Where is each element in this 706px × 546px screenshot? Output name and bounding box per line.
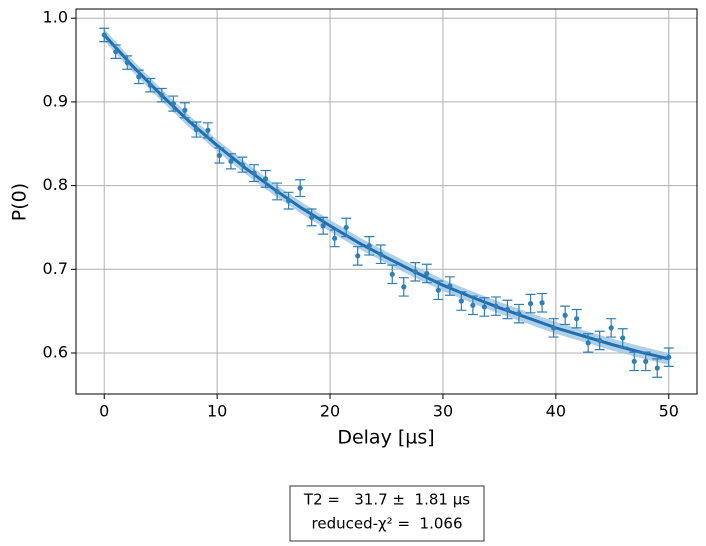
data-point (228, 158, 234, 164)
data-point (216, 152, 222, 159)
data-point (504, 306, 511, 313)
data-point (597, 337, 603, 344)
data-point (193, 126, 199, 133)
data-point (493, 303, 499, 309)
data-point (355, 253, 361, 259)
data-point (574, 316, 580, 322)
data-point (435, 287, 441, 293)
data-point (205, 127, 211, 133)
y-tick-label: 0.7 (43, 259, 68, 278)
data-point (412, 269, 418, 275)
data-point (447, 283, 453, 289)
data-point (101, 32, 107, 38)
data-point (343, 224, 349, 231)
y-tick-label: 1.0 (43, 8, 68, 27)
x-tick-label: 20 (320, 402, 340, 421)
data-point (366, 243, 372, 249)
data-point (297, 185, 303, 191)
data-point (551, 325, 557, 331)
data-point (124, 59, 130, 66)
x-tick-label: 50 (659, 402, 679, 421)
data-point (458, 298, 464, 304)
data-point (286, 198, 292, 204)
x-tick-label: 0 (99, 402, 109, 421)
data-point (539, 300, 545, 306)
data-point (631, 358, 637, 364)
data-point (182, 107, 188, 113)
data-point (527, 301, 534, 307)
data-point (147, 82, 153, 88)
data-point (389, 271, 395, 277)
plot-frame (75, 8, 698, 395)
annotation: T2 = 31.7 ± 1.81 µs (303, 491, 470, 509)
data-point (378, 251, 384, 257)
data-point (643, 358, 649, 364)
annotation: reduced-χ² = 1.066 (312, 515, 463, 533)
data-point (274, 188, 280, 195)
data-point (562, 312, 568, 318)
data-point (516, 311, 522, 317)
fit-line (103, 33, 670, 361)
data-point (159, 92, 165, 98)
data-point (136, 74, 142, 80)
data-point (424, 270, 430, 277)
data-point (481, 304, 487, 310)
data-point (608, 325, 614, 331)
x-tick-label: 10 (207, 402, 227, 421)
y-tick-label: 0.9 (43, 91, 68, 110)
x-tick-label: 30 (433, 402, 453, 421)
y-tick-label: 0.8 (43, 175, 68, 194)
data-point (320, 223, 326, 229)
data-point (470, 302, 476, 308)
data-point (251, 170, 257, 176)
data-point (401, 284, 407, 290)
data-point (620, 335, 626, 341)
fit-band (104, 29, 669, 365)
data-point (332, 235, 338, 241)
x-tick-label: 40 (546, 402, 566, 421)
x-axis-label: Delay [µs] (337, 427, 434, 449)
annotation-box (289, 485, 485, 542)
data-point (654, 365, 660, 371)
y-axis-label: P(0) (9, 183, 31, 221)
data-point (170, 100, 176, 107)
data-point (262, 176, 269, 182)
data-point (113, 49, 119, 55)
data-point (666, 354, 672, 360)
data-point (309, 214, 315, 221)
data-point (585, 340, 591, 346)
y-tick-label: 0.6 (43, 342, 68, 361)
data-point (239, 162, 246, 168)
